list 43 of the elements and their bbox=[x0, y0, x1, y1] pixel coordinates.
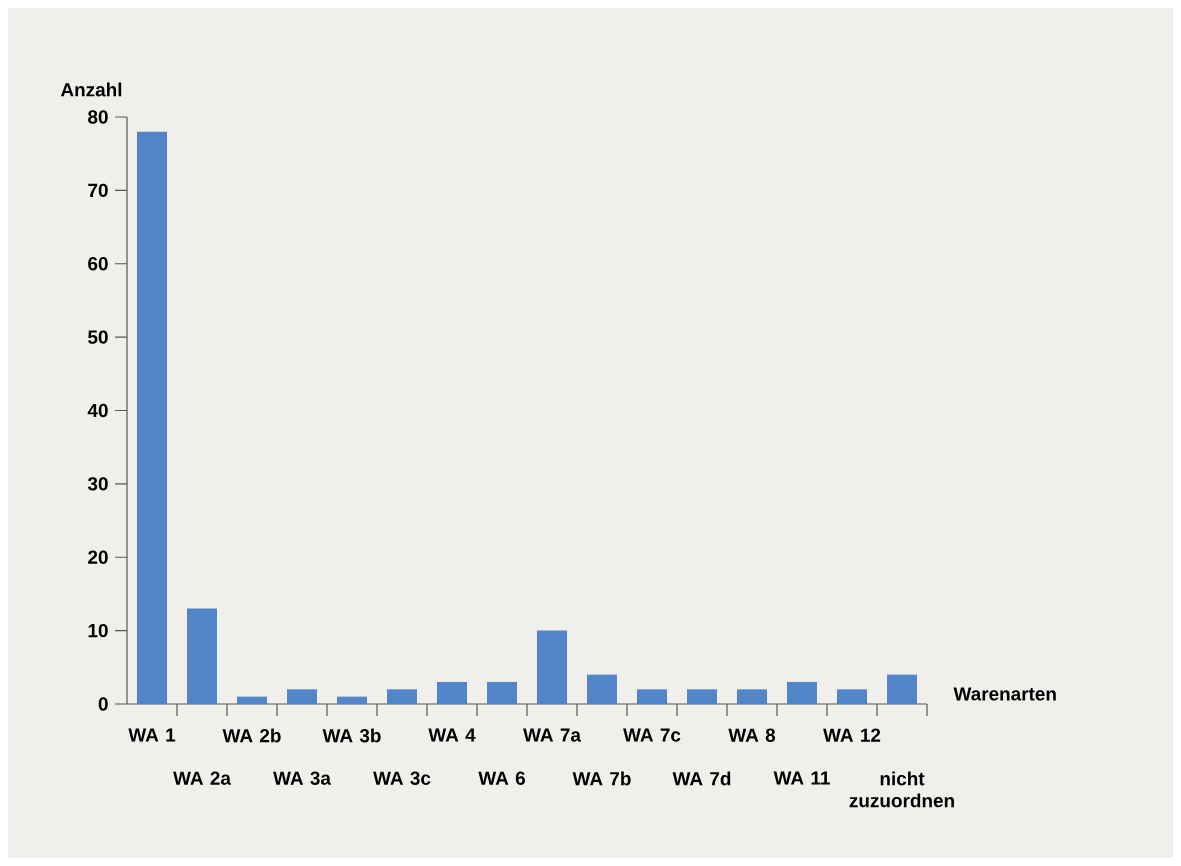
x-tick-label: WA 4 bbox=[428, 728, 476, 742]
y-tick-label: 0 bbox=[98, 697, 108, 711]
y-tick-label: 70 bbox=[88, 183, 108, 198]
x-tick-label: WA 7c bbox=[623, 728, 681, 742]
x-tick-label: WA 8 bbox=[728, 728, 776, 742]
bar bbox=[437, 681, 468, 704]
x-tick-label: WA 3b bbox=[322, 728, 381, 743]
bar bbox=[537, 630, 568, 704]
bar bbox=[587, 674, 618, 704]
x-tick-label: WA 11 bbox=[773, 771, 830, 785]
y-tick-label: 40 bbox=[87, 403, 108, 418]
bar bbox=[237, 696, 268, 704]
bar bbox=[187, 608, 218, 704]
x-tick-label: WA 12 bbox=[823, 728, 881, 742]
y-axis-title: Anzahl bbox=[60, 82, 122, 97]
bar bbox=[387, 689, 418, 704]
bar bbox=[787, 681, 818, 704]
bar bbox=[637, 689, 668, 704]
x-tick-label: WA 7a bbox=[523, 728, 582, 742]
y-tick-label: 10 bbox=[88, 623, 108, 638]
y-tick-label: 80 bbox=[88, 110, 108, 124]
x-tick-label: WA 2b bbox=[222, 728, 281, 743]
bar bbox=[337, 696, 368, 704]
y-tick-label: 30 bbox=[87, 477, 108, 491]
bar bbox=[487, 681, 518, 704]
x-tick-label: WA 3a bbox=[273, 771, 332, 785]
bar bbox=[887, 674, 918, 704]
bar bbox=[837, 689, 868, 704]
y-tick-label: 50 bbox=[88, 330, 108, 344]
x-tick-label: WA 3c bbox=[373, 771, 431, 785]
bar bbox=[687, 689, 718, 704]
x-tick-label: WA 7d bbox=[672, 771, 731, 786]
x-tick-label: WA 2a bbox=[173, 771, 232, 785]
bar bbox=[137, 131, 168, 704]
x-tick-label: nicht zuzuordnen bbox=[849, 771, 954, 808]
x-tick-label: WA 7b bbox=[572, 771, 631, 786]
x-axis-title: Warenarten bbox=[953, 687, 1056, 701]
y-tick-label: 60 bbox=[88, 257, 108, 271]
y-tick-label: 20 bbox=[88, 550, 108, 564]
bar bbox=[287, 689, 318, 704]
x-tick-label: WA 6 bbox=[478, 771, 525, 785]
bar bbox=[737, 689, 768, 704]
x-tick-label: WA 1 bbox=[128, 728, 176, 742]
